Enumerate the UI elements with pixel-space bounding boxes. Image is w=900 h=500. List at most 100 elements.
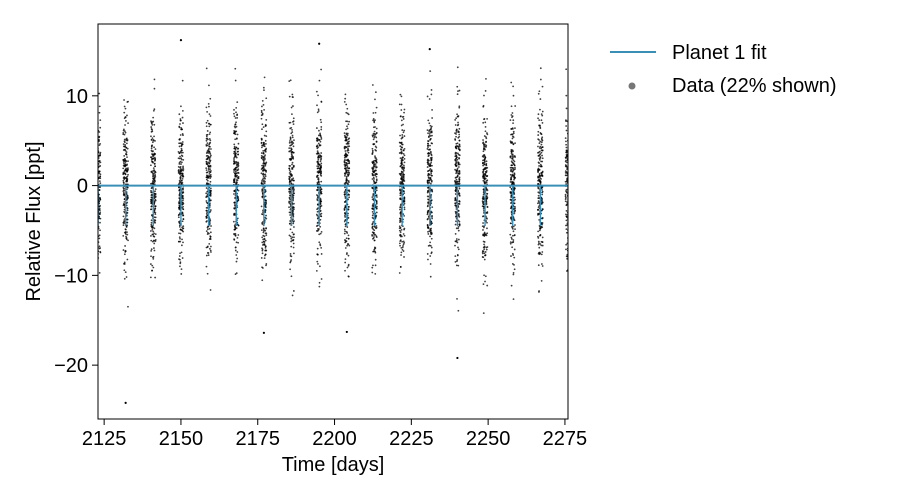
data-point	[288, 177, 291, 180]
data-point	[484, 130, 487, 133]
data-point	[399, 198, 402, 200]
data-point	[454, 180, 457, 183]
data-point	[290, 153, 293, 156]
data-point	[458, 145, 461, 148]
data-point	[343, 228, 346, 231]
data-point	[569, 196, 571, 198]
data-point	[126, 201, 129, 204]
data-point	[565, 191, 568, 193]
data-point	[537, 145, 539, 148]
data-point	[260, 182, 263, 184]
data-point	[98, 189, 101, 191]
data-point	[455, 172, 457, 175]
data-point	[428, 48, 431, 51]
data-point	[122, 179, 125, 182]
data-point	[403, 111, 405, 114]
data-point	[458, 200, 461, 203]
data-point	[343, 156, 346, 159]
data-point	[538, 242, 540, 245]
data-point	[539, 140, 542, 143]
data-point	[403, 129, 406, 132]
data-point	[343, 161, 346, 164]
data-point	[292, 190, 295, 193]
data-point	[316, 203, 319, 206]
data-point	[209, 209, 212, 211]
data-point	[149, 164, 152, 167]
data-point	[402, 152, 405, 155]
data-point	[209, 245, 212, 248]
data-point	[95, 214, 97, 216]
data-point	[486, 232, 489, 235]
data-point	[209, 249, 212, 252]
data-point	[514, 224, 516, 226]
data-point	[208, 150, 211, 153]
data-point	[180, 268, 183, 270]
data-point	[207, 156, 210, 159]
data-point	[265, 118, 268, 121]
data-point	[208, 143, 211, 146]
data-point	[320, 121, 323, 124]
data-point	[150, 248, 153, 251]
data-point	[126, 188, 128, 191]
data-point	[402, 169, 405, 172]
data-point	[261, 247, 263, 250]
data-point	[569, 214, 571, 216]
data-point	[319, 132, 321, 135]
data-point	[457, 162, 460, 165]
data-point	[264, 216, 267, 219]
data-point	[152, 116, 155, 119]
data-point	[564, 195, 567, 198]
data-point	[181, 173, 184, 176]
data-point	[207, 167, 210, 170]
data-point	[458, 149, 461, 152]
data-point	[153, 123, 156, 126]
data-point	[182, 166, 184, 169]
data-point	[151, 198, 153, 201]
data-point	[541, 244, 544, 247]
data-point	[179, 119, 182, 122]
data-point	[179, 168, 182, 170]
data-point	[98, 200, 101, 203]
data-point	[264, 150, 267, 153]
data-point	[374, 156, 377, 159]
data-point	[569, 231, 571, 233]
data-point	[233, 171, 235, 173]
data-point	[265, 97, 268, 100]
data-point	[236, 257, 239, 260]
data-point	[345, 240, 348, 243]
data-point	[371, 211, 374, 213]
data-point	[318, 144, 321, 147]
data-point	[261, 155, 264, 158]
data-point	[289, 260, 292, 263]
data-point	[372, 112, 375, 114]
data-point	[565, 156, 568, 158]
data-point	[456, 181, 459, 183]
data-point	[537, 264, 540, 267]
data-point	[483, 146, 485, 148]
data-point	[153, 219, 156, 221]
data-point	[347, 237, 350, 240]
data-point	[541, 208, 544, 211]
data-point	[292, 120, 294, 123]
data-point	[569, 201, 571, 203]
data-point	[264, 164, 267, 167]
data-point	[154, 148, 157, 151]
data-point	[122, 215, 125, 218]
data-point	[344, 204, 347, 207]
data-point	[482, 312, 485, 315]
data-point	[400, 95, 403, 98]
data-point	[126, 231, 128, 234]
data-point	[96, 152, 98, 154]
data-point	[565, 228, 568, 230]
data-point	[208, 125, 211, 128]
data-point	[403, 202, 406, 205]
data-point	[399, 235, 402, 238]
data-point	[512, 94, 515, 97]
data-point	[403, 108, 406, 111]
data-point	[344, 219, 347, 222]
data-point	[182, 122, 184, 124]
data-point	[236, 133, 239, 136]
data-point	[209, 180, 212, 183]
data-point	[428, 181, 431, 184]
